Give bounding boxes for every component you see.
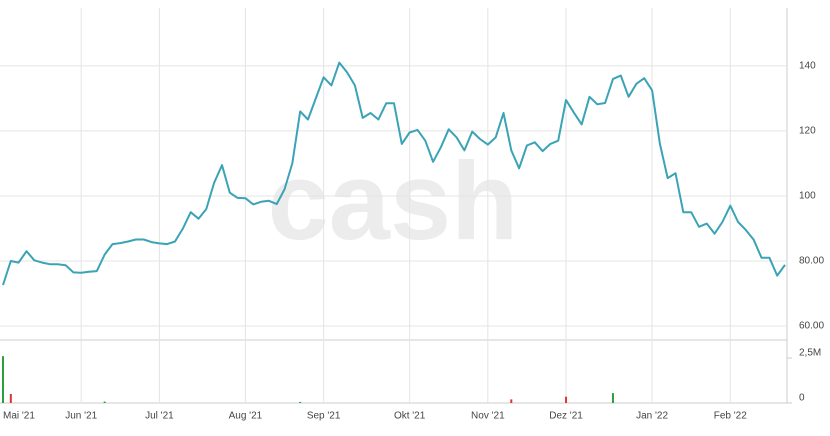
y2-tick-label: 0 (799, 393, 805, 404)
x-tick-label: Jul '21 (145, 411, 174, 422)
volume-bar (9, 393, 12, 403)
price-line (2, 61, 786, 286)
x-tick-label: Okt '21 (394, 411, 426, 422)
x-tick-label: Jan '22 (636, 411, 668, 422)
y-tick-label: 140 (799, 61, 816, 72)
x-tick-label: Jun '21 (65, 411, 97, 422)
x-tick-label: Mai '21 (3, 411, 35, 422)
volume-bar (103, 401, 106, 403)
watermark: cash (268, 140, 519, 263)
volume-bar (611, 393, 614, 403)
volume-bar (2, 356, 4, 403)
x-tick-label: Sep '21 (307, 411, 341, 422)
y-tick-label: 100 (799, 191, 816, 202)
volume-bar (299, 401, 302, 403)
x-tick-label: Nov '21 (471, 411, 505, 422)
volume-bar (510, 399, 513, 403)
x-tick-label: Dez '21 (549, 411, 583, 422)
volume-bar (565, 396, 568, 403)
y-tick-label: 80.00 (799, 256, 824, 267)
x-tick-label: Feb '22 (714, 411, 747, 422)
y-tick-label: 60.00 (799, 321, 824, 332)
y-tick-label: 120 (799, 126, 816, 137)
y2-tick-label: 2,5M (799, 348, 821, 359)
x-tick-label: Aug '21 (229, 411, 263, 422)
